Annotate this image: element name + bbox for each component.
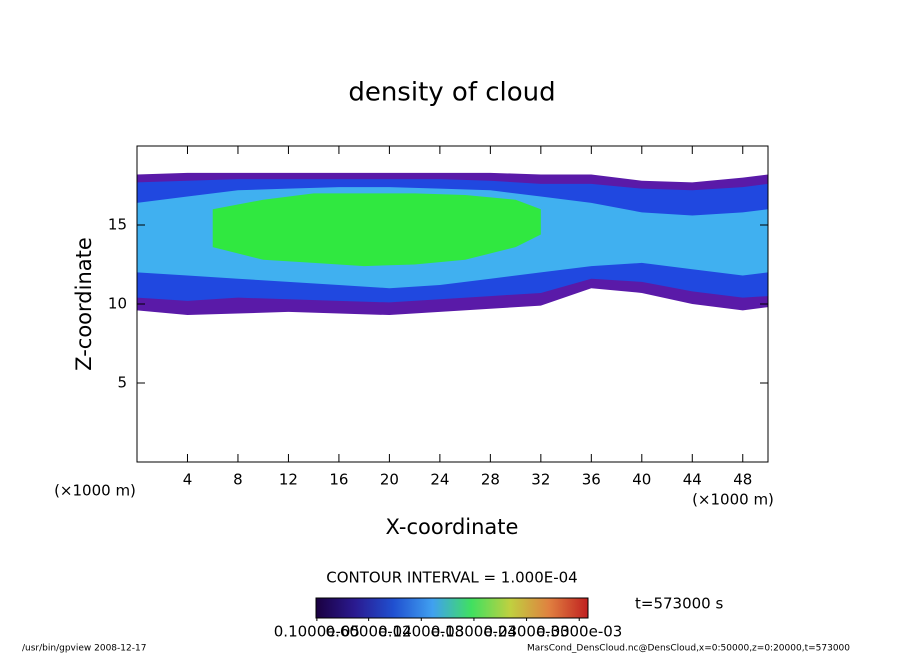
colorbar-tick-label: 0.3000e-03: [536, 623, 622, 641]
colorbar-tick-label: 0.1200e-03: [378, 623, 464, 641]
colorbar-tick-label: 0.2400e-03: [483, 623, 569, 641]
x-tick-label: 16: [329, 471, 348, 489]
x-axis-label: X-coordinate: [386, 515, 519, 539]
x-unit: (×1000 m): [692, 491, 774, 509]
footer-right: MarsCond_DensCloud.nc@DensCloud,x=0:5000…: [527, 644, 850, 654]
x-tick-label: 36: [582, 471, 601, 489]
footer-left: /usr/bin/gpview 2008-12-17: [22, 644, 146, 654]
x-tick-label: 8: [233, 471, 243, 489]
x-tick-label: 28: [481, 471, 500, 489]
x-tick-label: 48: [733, 471, 752, 489]
x-tick-label: 24: [430, 471, 449, 489]
x-tick-label: 12: [279, 471, 298, 489]
colorbar-tick-label: 0.1000e-05: [274, 623, 360, 641]
contour-interval: CONTOUR INTERVAL = 1.000E-04: [326, 569, 577, 587]
x-tick-label: 20: [380, 471, 399, 489]
y-tick-label: 5: [117, 374, 127, 392]
colorbar-tick-label: 0.6000e-04: [326, 623, 412, 641]
x-tick-label: 40: [632, 471, 651, 489]
y-tick-label: 15: [108, 216, 127, 234]
y-tick-label: 10: [108, 295, 127, 313]
x-tick-label: 4: [183, 471, 193, 489]
x-tick-label: 32: [531, 471, 550, 489]
density-region: [212, 193, 541, 267]
y-unit: (×1000 m): [54, 482, 136, 500]
time-label: t=573000 s: [635, 595, 723, 613]
x-tick-label: 44: [683, 471, 702, 489]
chart-title: density of cloud: [348, 78, 555, 108]
colorbar: [315, 597, 589, 619]
y-axis-label: Z-coordinate: [72, 237, 96, 371]
colorbar-tick-label: 0.1800e-03: [431, 623, 517, 641]
